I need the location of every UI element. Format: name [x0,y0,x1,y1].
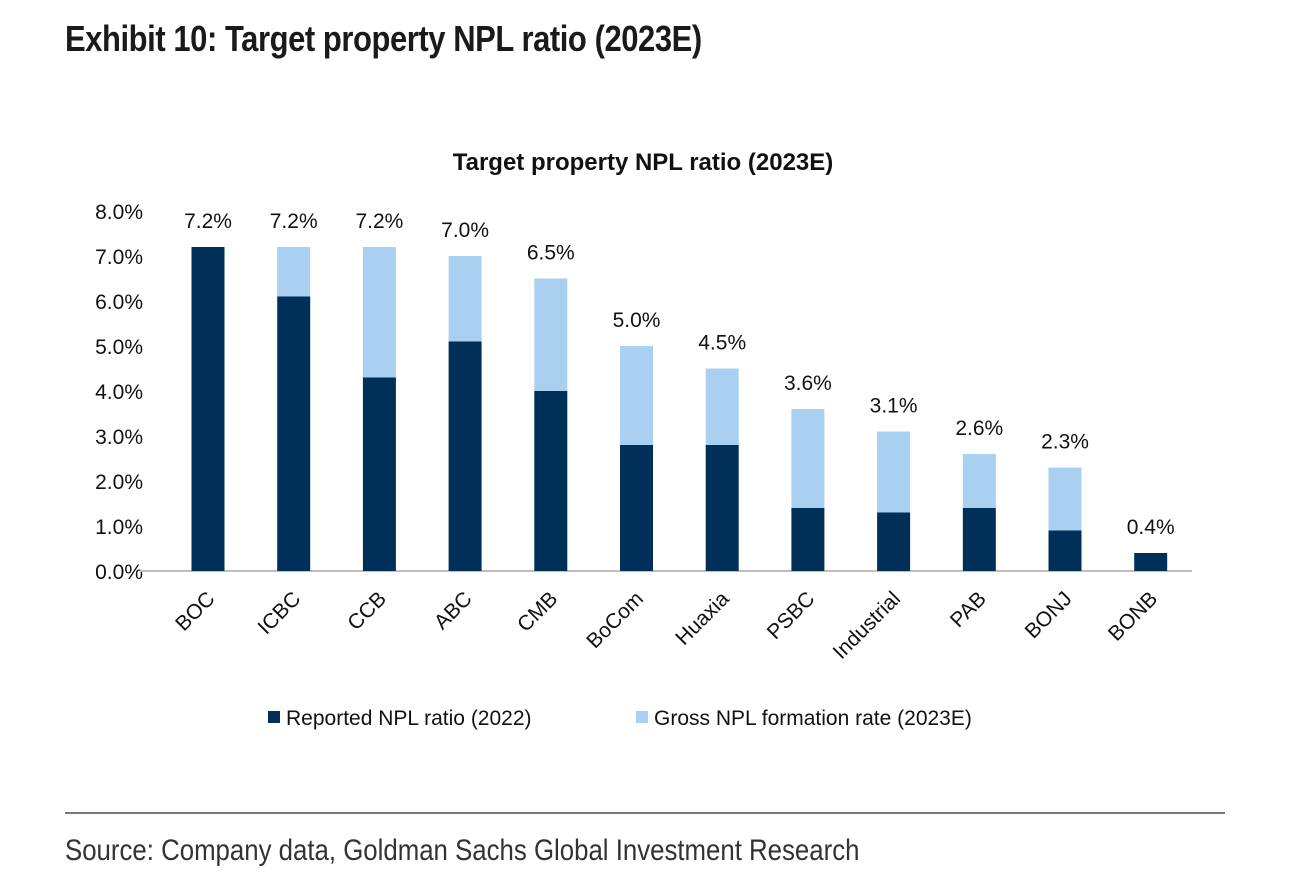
x-tick-label: CMB [513,587,562,636]
x-tick-label: ABC [430,587,477,634]
x-tick-label: PAB [946,587,991,632]
x-tick-label: ICBC [253,587,305,639]
bar-formation [620,346,653,445]
x-tick-label: Huaxia [671,587,734,650]
data-label: 2.3% [1041,431,1089,454]
y-tick-label: 8.0% [95,201,143,224]
y-tick-label: 4.0% [95,381,143,404]
bar-reported [1048,530,1082,571]
x-tick-label: CCB [343,587,391,635]
x-tick-label: PSBC [763,587,820,644]
data-label: 7.2% [355,210,403,233]
y-tick-label: 5.0% [95,336,143,359]
x-tick-label: BONJ [1021,587,1077,643]
bar-reported [277,296,311,571]
bar-formation [705,368,739,445]
data-label: 3.6% [784,372,832,395]
y-tick-label: 2.0% [95,471,143,494]
bar-reported [877,512,911,571]
y-tick-label: 0.0% [95,561,143,584]
bar-formation [877,431,911,513]
data-label: 7.2% [270,210,318,233]
x-tick-label: Industrial [829,587,906,664]
bar-reported [1134,553,1168,571]
x-axis-labels: BOC ICBC CCB ABC CMB BoCom Huaxia PSBC Industria… [171,587,1162,664]
source-note: Source: Company data, Goldman Sachs Glob… [65,834,860,867]
data-label: 6.5% [527,242,575,265]
bar-formation [448,256,482,342]
bar-reported [362,377,396,571]
x-tick-label: BONB [1104,587,1162,645]
divider [65,812,1225,814]
value-labels: 7.2% 7.2% 7.2% 7.0% 6.5% 5.0% 4.5% 3.6% 3.1% 2.6%… [184,210,1175,539]
exhibit-title: Exhibit 10: Target property NPL ratio (2… [65,18,702,59]
y-tick-label: 7.0% [95,246,143,269]
chart: Target property NPL ratio (2023E) 0.0% 1.… [95,149,1192,730]
bar-reported [191,247,225,571]
legend-label-reported: Reported NPL ratio (2022) [286,707,532,730]
x-tick-label: BoCom [582,587,648,653]
bar-formation [277,247,311,297]
data-label: 0.4% [1127,516,1175,539]
data-label: 5.0% [613,309,661,332]
bar-formation [534,278,568,391]
bar-reported [448,341,482,571]
legend-label-formation: Gross NPL formation rate (2023E) [654,707,972,730]
y-tick-label: 6.0% [95,291,143,314]
data-label: 2.6% [955,417,1003,440]
bar-reported [620,445,653,571]
legend: Reported NPL ratio (2022) Gross NPL form… [268,707,972,730]
bar-formation [1048,467,1082,531]
data-label: 4.5% [698,332,746,355]
bar-formation [791,409,825,508]
legend-swatch-reported [268,711,280,723]
y-tick-label: 3.0% [95,426,143,449]
data-label: 3.1% [870,395,918,418]
bar-reported [962,508,996,571]
y-axis-ticks: 0.0% 1.0% 2.0% 3.0% 4.0% 5.0% 6.0% 7.0% 8.0% [95,201,143,584]
legend-swatch-formation [636,711,648,723]
x-tick-label: BOC [171,587,219,635]
bar-reported [705,445,739,571]
bar-formation [962,454,996,508]
bars [191,247,1168,571]
data-label: 7.2% [184,210,232,233]
y-tick-label: 1.0% [95,516,143,539]
bar-formation [362,247,396,378]
chart-title: Target property NPL ratio (2023E) [453,149,834,176]
bar-reported [534,391,568,571]
data-label: 7.0% [441,219,489,242]
bar-reported [791,508,825,571]
